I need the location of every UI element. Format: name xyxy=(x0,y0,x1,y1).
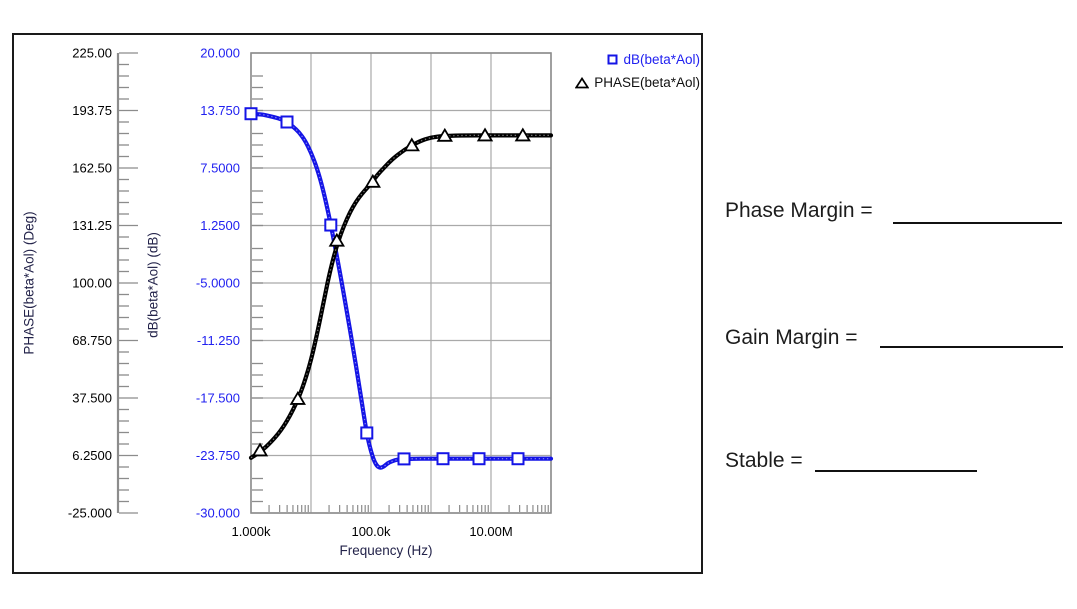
db-curve-marker xyxy=(436,452,450,466)
legend-square-icon xyxy=(607,54,618,65)
gain-margin-label: Gain Margin = xyxy=(725,326,858,349)
phase-tick-label: 100.00 xyxy=(72,276,112,291)
phase-margin-blank xyxy=(893,222,1062,224)
db-tick-label: 1.2500 xyxy=(200,218,240,233)
gain-margin-blank xyxy=(880,346,1063,348)
db-curve xyxy=(248,111,554,470)
db-curve-marker xyxy=(472,452,486,466)
plot-frame xyxy=(250,52,552,514)
curve-bead-texture xyxy=(250,134,551,459)
phase-margin-label: Phase Margin = xyxy=(725,199,873,222)
db-tick-label: 7.5000 xyxy=(200,161,240,176)
db-tick-label: -30.000 xyxy=(196,506,240,521)
freq-axis-title: Frequency (Hz) xyxy=(339,543,433,558)
freq-tick-label: 10.00M xyxy=(469,524,512,539)
db-curve-marker xyxy=(511,452,525,466)
phase-tick-label: 131.25 xyxy=(72,218,112,233)
phase-tick-label: 193.75 xyxy=(72,103,112,118)
plot-frame-border xyxy=(250,52,552,514)
db-curve-marker xyxy=(244,107,258,121)
phase-axis-title: PHASE(beta*Aol) (Deg) xyxy=(21,211,37,355)
db-curve-marker xyxy=(360,426,374,440)
phase-curve xyxy=(248,133,554,460)
curve-bead-texture xyxy=(250,113,551,469)
phase-tick-label: -25.000 xyxy=(68,506,112,521)
db-tick-label: 20.000 xyxy=(200,46,240,61)
phase-curve-marker xyxy=(251,442,269,457)
freq-tick-label: 1.000k xyxy=(231,524,271,539)
db-axis-title: dB(beta*Aol) (dB) xyxy=(145,232,161,338)
db-curve-marker xyxy=(324,218,338,232)
axis-tick-labels: 225.00 193.75 162.50 131.25 100.00 68.750 37.5… xyxy=(68,46,513,540)
legend-row-db: dB(beta*Aol) xyxy=(520,48,700,71)
db-tick-label: -23.750 xyxy=(196,448,240,463)
phase-tick-label: 68.750 xyxy=(72,333,112,348)
legend-row-phase: PHASE(beta*Aol) xyxy=(520,71,700,94)
legend-label-phase: PHASE(beta*Aol) xyxy=(594,75,700,90)
legend-label-db: dB(beta*Aol) xyxy=(623,52,700,67)
phase-curve-marker xyxy=(514,127,531,142)
db-tick-label: -17.500 xyxy=(196,391,240,406)
phase-tick-label: 37.500 xyxy=(72,391,112,406)
gridlines xyxy=(250,52,552,514)
phase-curve-marker xyxy=(364,173,381,188)
stable-label: Stable = xyxy=(725,449,803,472)
phase-curve-marker xyxy=(436,127,453,142)
phase-curve-marker xyxy=(476,127,494,142)
curves xyxy=(244,107,554,470)
db-curve-marker xyxy=(280,115,294,129)
db-tick-label: 13.750 xyxy=(200,103,240,118)
freq-tick-label: 100.0k xyxy=(351,524,391,539)
db-tick-label: -5.0000 xyxy=(196,276,240,291)
legend-triangle-icon xyxy=(575,76,590,88)
phase-tick-label: 162.50 xyxy=(72,161,112,176)
bode-plot-frame xyxy=(12,33,703,574)
phase-tick-label: 6.2500 xyxy=(72,448,112,463)
db-curve-marker xyxy=(397,452,411,466)
phase-curve-marker xyxy=(328,232,345,247)
stable-blank xyxy=(815,470,977,472)
phase-curve-marker xyxy=(403,137,420,152)
legend: dB(beta*Aol) PHASE(beta*Aol) xyxy=(520,48,700,94)
db-tick-label: -11.250 xyxy=(197,333,240,348)
phase-tick-label: 225.00 xyxy=(72,46,112,61)
phase-curve-marker xyxy=(289,390,306,405)
